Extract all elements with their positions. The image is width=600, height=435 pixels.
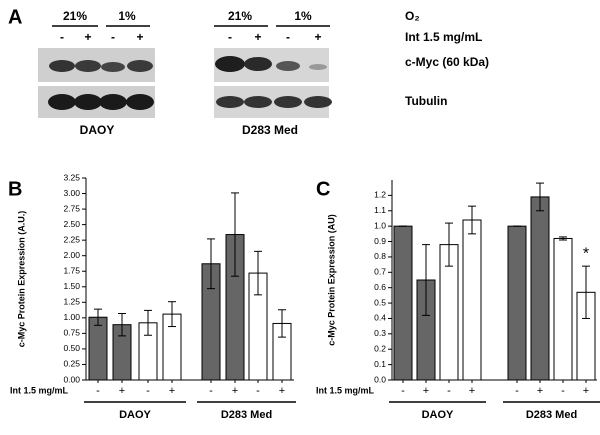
x-tick-label: -	[209, 385, 213, 397]
treatment-name: Int 1.5 mg/mL	[405, 30, 482, 44]
y-tick-label: 2.50	[63, 219, 80, 229]
bar	[530, 196, 550, 381]
x-tick-label: +	[232, 385, 238, 397]
y-tick-label: 0.0	[374, 374, 386, 384]
group-label: DAOY	[119, 409, 151, 421]
x-tick-label: -	[256, 385, 260, 397]
y-tick-label: 0.3	[374, 328, 386, 338]
panel-label: C	[316, 178, 330, 200]
treatment-sign: +	[136, 30, 143, 44]
cell-line: DAOY	[80, 123, 115, 137]
x-tick-label: +	[119, 385, 125, 397]
x-tick-label: -	[447, 385, 451, 397]
treatment-sign: -	[60, 30, 64, 44]
y-tick-label: 0.75	[63, 328, 80, 338]
annotation: *	[583, 245, 589, 262]
y-tick-label: 0.2	[374, 343, 386, 353]
x-tick-label: -	[515, 385, 519, 397]
cell-line: D283 Med	[242, 123, 298, 137]
x-tick-label: -	[561, 385, 565, 397]
x-tick-label: +	[469, 385, 475, 397]
y-tick-label: 0.1	[374, 359, 386, 369]
y-tick-label: 1.00	[63, 312, 80, 322]
x-tick-label: +	[583, 385, 589, 397]
y-tick-label: 3.25	[63, 172, 80, 182]
panel-label: B	[8, 178, 22, 200]
x-tick-label: +	[279, 385, 285, 397]
y-tick-label: 0.7	[374, 267, 386, 277]
bar	[393, 225, 413, 381]
x-axis-title: Int 1.5 mg/mL	[10, 385, 69, 395]
y-tick-label: 0.25	[63, 359, 80, 369]
y-tick-label: 0.9	[374, 236, 386, 246]
condition-name: O₂	[405, 9, 420, 23]
y-tick-label: 1.75	[63, 265, 80, 275]
y-tick-label: 1.50	[63, 281, 80, 291]
x-tick-label: +	[423, 385, 429, 397]
x-tick-label: +	[537, 385, 543, 397]
x-tick-label: +	[169, 385, 175, 397]
y-tick-label: 0.8	[374, 251, 386, 261]
group-label: DAOY	[422, 409, 454, 421]
y-axis-title: c-Myc Protein Expression (AU)	[326, 214, 336, 346]
y-tick-label: 0.5	[374, 297, 386, 307]
y-tick-label: 1.1	[374, 205, 386, 215]
bar	[88, 316, 108, 381]
y-tick-label: 1.2	[374, 190, 386, 200]
blot	[38, 48, 332, 118]
y-tick-label: 2.00	[63, 250, 80, 260]
y-axis-title: c-Myc Protein Expression (A.U.)	[16, 211, 26, 348]
treatment-sign: +	[254, 30, 261, 44]
y-tick-label: 2.75	[63, 203, 80, 213]
treatment-sign: -	[228, 30, 232, 44]
condition-label: 1%	[294, 9, 312, 23]
bar	[553, 237, 573, 381]
band-label: c-Myc (60 kDa)	[405, 55, 489, 69]
y-tick-label: 0.50	[63, 343, 80, 353]
condition-label: 21%	[228, 9, 252, 23]
x-tick-label: -	[401, 385, 405, 397]
bar	[507, 225, 527, 381]
treatment-sign: -	[286, 30, 290, 44]
treatment-sign: -	[111, 30, 115, 44]
y-tick-label: 2.25	[63, 234, 80, 244]
condition-label: 21%	[63, 9, 87, 23]
y-tick-label: 0.00	[63, 374, 80, 384]
treatment-sign: +	[84, 30, 91, 44]
y-tick-label: 0.4	[374, 313, 386, 323]
band-label: Tubulin	[405, 94, 447, 108]
y-tick-label: 1.25	[63, 297, 80, 307]
x-tick-label: -	[146, 385, 150, 397]
x-axis-title: Int 1.5 mg/mL	[316, 385, 375, 395]
panel-label: A	[8, 6, 22, 28]
y-tick-label: 0.6	[374, 282, 386, 292]
x-tick-label: -	[96, 385, 100, 397]
group-label: D283 Med	[221, 409, 272, 421]
bar	[462, 219, 482, 381]
y-tick-label: 3.00	[63, 188, 80, 198]
y-tick-label: 1.0	[374, 220, 386, 230]
condition-label: 1%	[118, 9, 136, 23]
treatment-sign: +	[314, 30, 321, 44]
group-label: D283 Med	[526, 409, 577, 421]
